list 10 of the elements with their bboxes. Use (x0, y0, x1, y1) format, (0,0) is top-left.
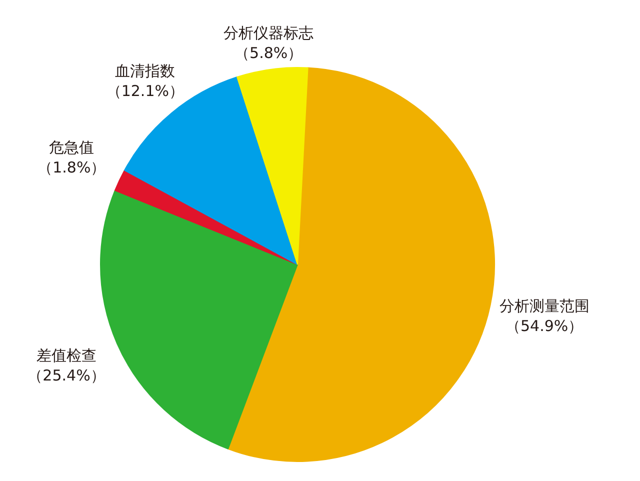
slice-label: 分析仪器标志 (224, 24, 314, 42)
slice-label: 差值检查 (36, 346, 96, 365)
slice-label: 血清指数 (115, 62, 176, 80)
data-label: （12.1%） (106, 82, 184, 100)
slice-label: 分析测量范围 (499, 297, 590, 316)
data-label: （1.8%） (38, 158, 106, 177)
data-label: （25.4%） (28, 366, 106, 385)
data-label: （54.9%） (505, 317, 584, 336)
slice-label: 危急值 (49, 138, 94, 157)
data-label: （5.8%） (234, 44, 303, 62)
